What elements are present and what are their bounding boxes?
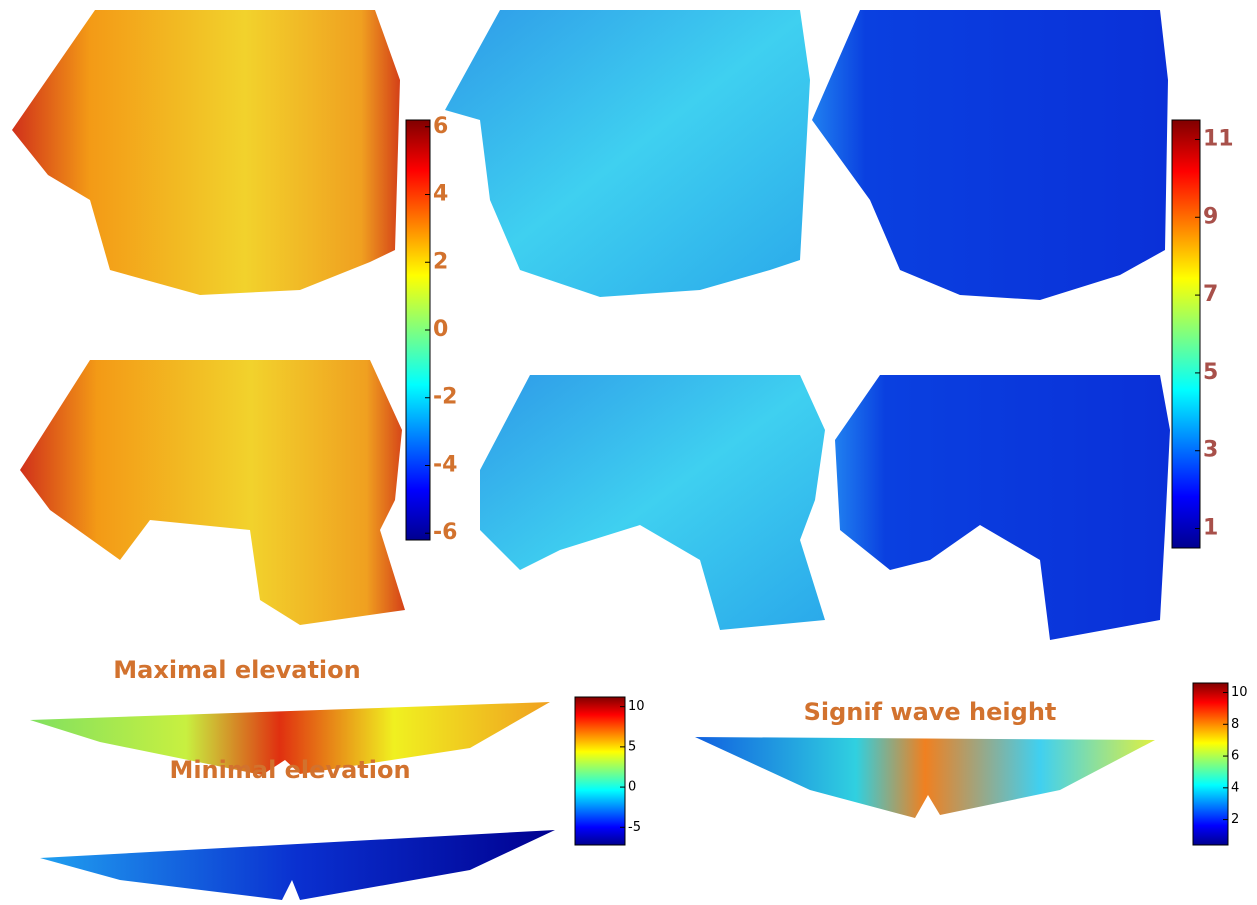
map — [445, 10, 810, 297]
colorbar-tick-label: -2 — [433, 385, 457, 410]
colorbar-tick-label: 9 — [1203, 204, 1218, 229]
colorbar-tick-label: 5 — [628, 739, 636, 754]
profile — [40, 830, 555, 900]
colorbar-tick-label: 8 — [1231, 717, 1239, 732]
colorbar-tick-label: 10 — [628, 699, 645, 714]
colorbar-tick-label: 6 — [433, 114, 448, 139]
colorbar-tick-label: 6 — [1231, 749, 1239, 764]
map — [480, 375, 825, 630]
colorbar-tick-label: -6 — [433, 520, 457, 545]
colorbar-tick-label: -4 — [433, 452, 457, 477]
panel-title: Minimal elevation — [169, 756, 410, 784]
colorbar-tick-label: 11 — [1203, 126, 1234, 151]
map — [835, 375, 1170, 640]
maps — [12, 10, 1170, 640]
colorbar-tick-label: 4 — [433, 182, 448, 207]
colorbar-tick-label: 7 — [1203, 282, 1218, 307]
colorbar-tick-label: 1 — [1203, 516, 1218, 541]
colorbar — [1171, 119, 1201, 549]
colorbar-tick-label: 2 — [1231, 812, 1239, 827]
colorbar-tick-label: 5 — [1203, 360, 1218, 385]
colorbar-tick-label: 2 — [433, 249, 448, 274]
colorbar-tick-label: 0 — [433, 317, 448, 342]
profile — [30, 702, 550, 775]
colorbar-tick-label: 10 — [1231, 685, 1248, 700]
profile — [695, 737, 1155, 818]
map — [812, 10, 1168, 300]
colorbar-tick-label: 0 — [628, 780, 636, 795]
map — [12, 10, 400, 295]
colorbar — [574, 696, 626, 846]
colorbar-tick-label: -5 — [628, 820, 641, 835]
colorbar-tick-label: 4 — [1231, 780, 1239, 795]
map — [20, 360, 405, 625]
colorbar — [1192, 682, 1229, 846]
colorbar-tick-label: 3 — [1203, 438, 1218, 463]
panel-title: Signif wave height — [804, 698, 1057, 726]
panel-title: Maximal elevation — [113, 656, 360, 684]
